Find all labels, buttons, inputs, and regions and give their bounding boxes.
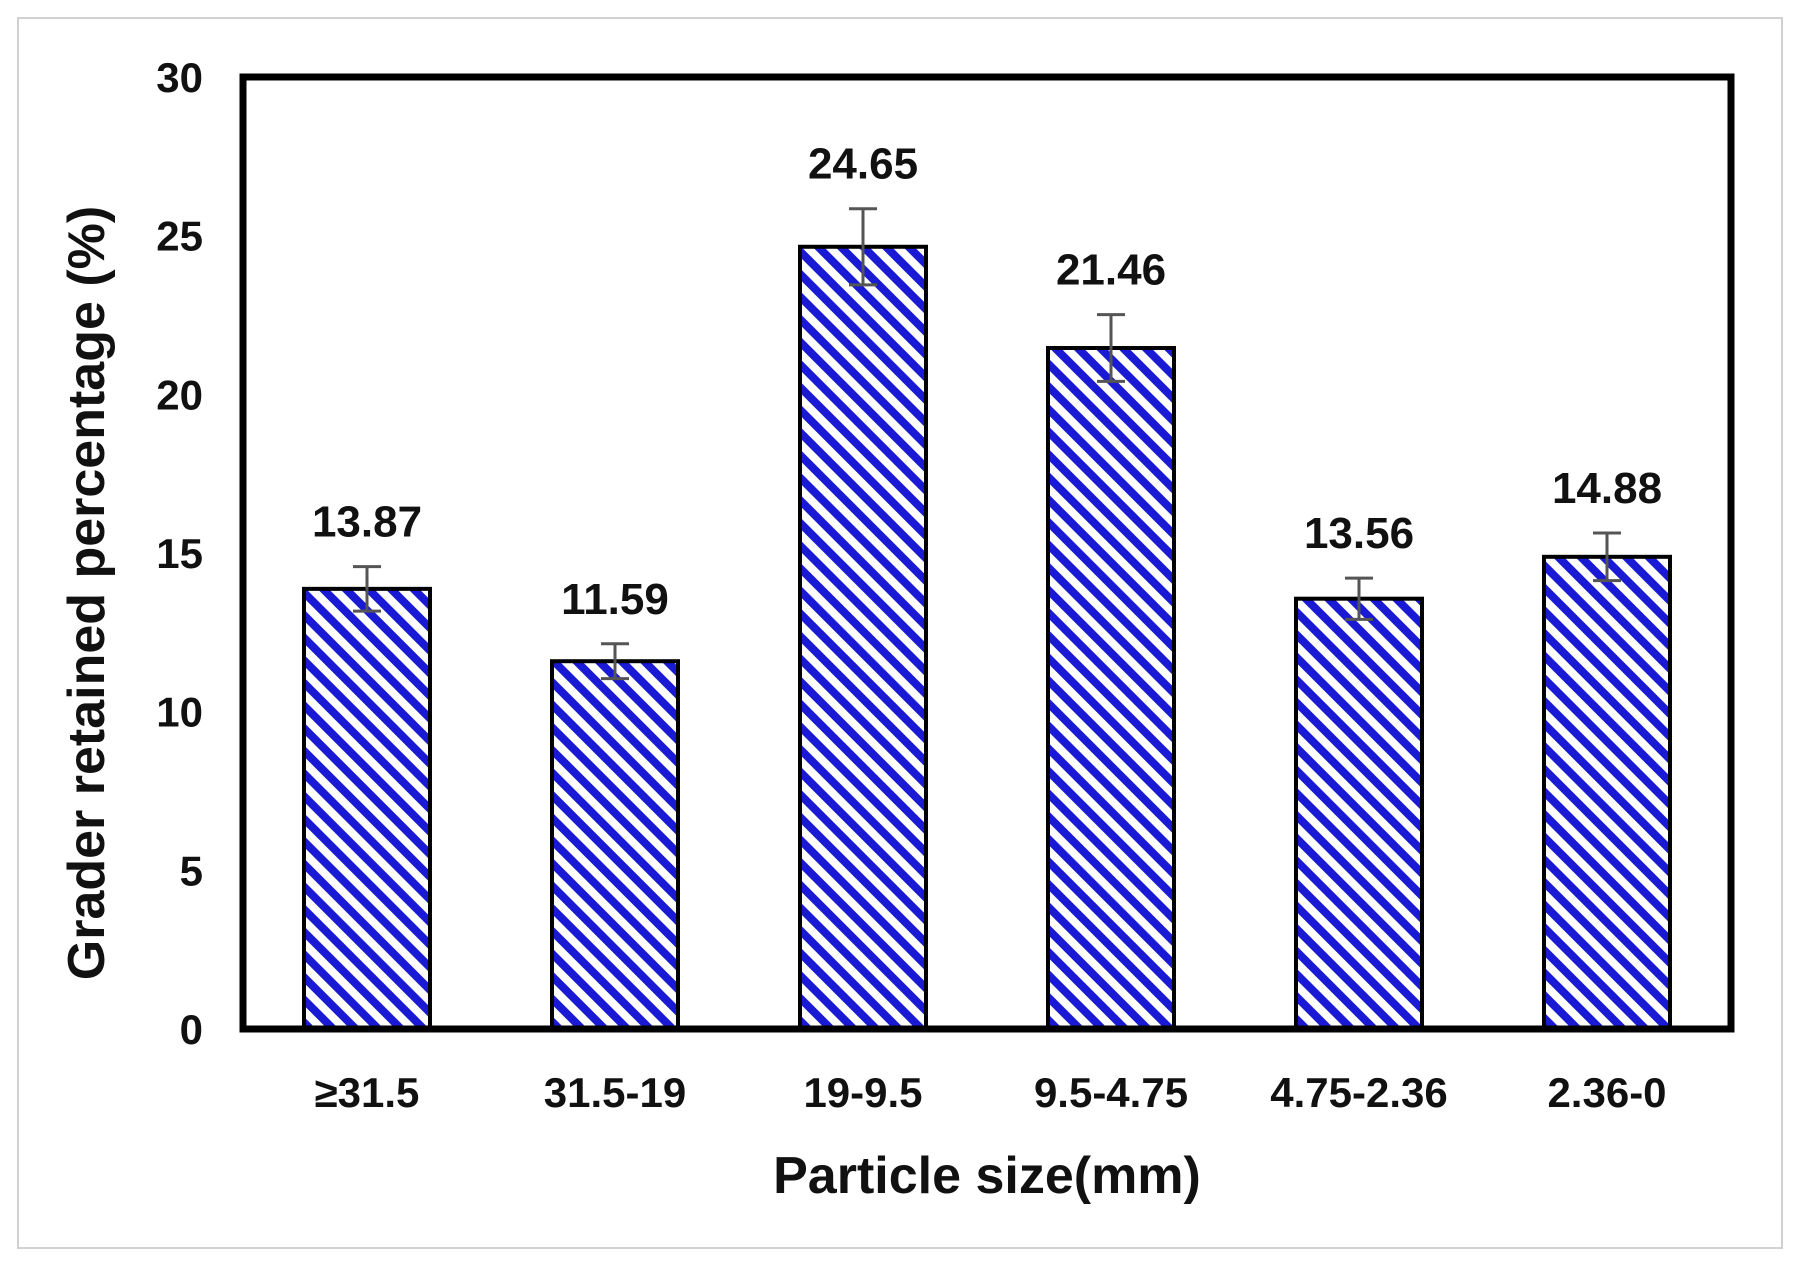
y-tick-label-2: 10 xyxy=(156,689,203,736)
error-bar-4 xyxy=(1345,576,1373,621)
bar-2 xyxy=(798,244,928,1032)
x-axis-title: Particle size(mm) xyxy=(773,1147,1201,1205)
y-tick-label-3: 15 xyxy=(156,530,203,577)
data-label-4: 13.56 xyxy=(1304,509,1414,558)
bar-0 xyxy=(302,586,432,1031)
x-tick-label-3: 9.5-4.75 xyxy=(1034,1069,1188,1116)
bar-4 xyxy=(1294,596,1424,1031)
bar-5 xyxy=(1542,554,1672,1031)
y-tick-label-4: 20 xyxy=(156,371,203,418)
error-bar-2 xyxy=(849,207,877,287)
x-tick-label-1: 31.5-19 xyxy=(544,1069,686,1116)
data-label-5: 14.88 xyxy=(1552,464,1662,513)
x-tick-label-2: 19-9.5 xyxy=(803,1069,922,1116)
y-tick-label-1: 5 xyxy=(180,847,203,894)
error-bar-5 xyxy=(1593,531,1621,583)
data-label-2: 24.65 xyxy=(808,140,918,189)
error-bar-3 xyxy=(1097,313,1125,383)
y-tick-label-6: 30 xyxy=(156,54,203,101)
x-tick-label-4: 4.75-2.36 xyxy=(1270,1069,1447,1116)
plot-area-frame xyxy=(239,73,1735,1033)
data-label-1: 11.59 xyxy=(561,575,669,624)
labels-layer: 13.87 ≥31.5 11.59 31.5-19 24.65 19-9.5 21.46 9.… xyxy=(156,54,1666,1116)
bar-1 xyxy=(550,659,680,1032)
x-tick-label-5: 2.36-0 xyxy=(1547,1069,1666,1116)
error-bar-0 xyxy=(353,565,381,613)
y-tick-label-0: 0 xyxy=(180,1006,203,1053)
y-tick-label-5: 25 xyxy=(156,213,203,260)
error-bar-1 xyxy=(601,642,629,681)
data-label-0: 13.87 xyxy=(312,498,422,547)
data-label-3: 21.46 xyxy=(1056,246,1166,295)
error-bars-layer xyxy=(353,207,1621,681)
x-tick-label-0: ≥31.5 xyxy=(315,1069,420,1116)
bars-layer xyxy=(302,244,1672,1032)
y-axis-title: Grader retained percentage (%) xyxy=(58,206,116,980)
bar-3 xyxy=(1046,346,1176,1031)
